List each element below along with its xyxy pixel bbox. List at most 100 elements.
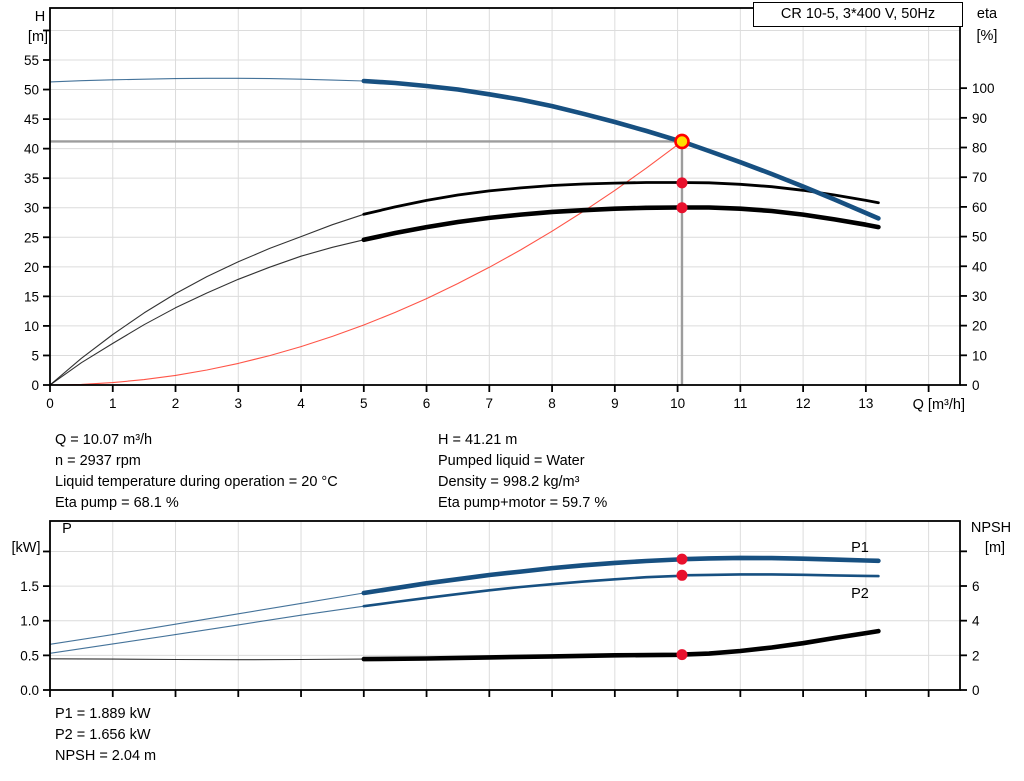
density-line: Density = 998.2 kg/m³: [438, 474, 580, 490]
y-right-tick-label: 2: [972, 648, 980, 663]
y-left-tick-label: 55: [24, 53, 39, 68]
y-right-tick-label: 0: [972, 378, 980, 393]
x-tick-label: 10: [670, 396, 685, 411]
temperature-line: Liquid temperature during operation = 20…: [55, 474, 338, 490]
right-axis-title: NPSH: [971, 520, 1011, 536]
eta-pump-motor-curve: [361, 205, 881, 243]
flow-line: Q = 10.07 m³/h: [55, 432, 153, 448]
x-tick-label: 12: [796, 396, 811, 411]
y-left-tick-label: 1.5: [20, 579, 39, 594]
power-npsh-chart-plot: 0.0 0.5 1.0 1.5 0 2 4 6: [20, 520, 980, 698]
system-curve-thin: [49, 141, 683, 386]
npsh-line: NPSH = 2.04 m: [55, 748, 157, 764]
y-left-tick-label: 40: [24, 142, 39, 157]
x-tick-label: 3: [235, 396, 243, 411]
y-left-tick-label: 15: [24, 289, 39, 304]
y-right-tick-label: 50: [972, 230, 987, 245]
hq-eta-chart-plot: 0 1 2 3 4 5 6 7 8 9 10 11 12 130510152025303540455055…: [24, 7, 995, 411]
eta-pump-curve-thin: [49, 213, 364, 386]
y-left-tick-label: 0.5: [20, 648, 39, 663]
npsh-curve: [361, 628, 881, 662]
duty-info-right: H = 41.21 m Pumped liquid = Water Densit…: [438, 430, 607, 514]
gridlines: [50, 521, 960, 690]
operating-dot: [676, 177, 688, 189]
p2-curve: [362, 573, 880, 608]
y-right-tick-label: 60: [972, 200, 987, 215]
x-tick-label: 2: [172, 396, 180, 411]
p2-curve-thin: [49, 605, 364, 654]
y-left-tick-label: 5: [31, 348, 39, 363]
y-left-tick-label: 10: [24, 319, 39, 334]
y-left-tick-label: 0.0: [20, 683, 39, 698]
speed-line: n = 2937 rpm: [55, 453, 141, 469]
x-axis-title: Q [m³/h]: [913, 397, 965, 413]
y-left-tick-label: 25: [24, 230, 39, 245]
operating-dot: [676, 202, 688, 214]
operating-dot: [676, 569, 688, 581]
left-axis-unit: [m]: [28, 29, 48, 45]
y-right-tick-label: 80: [972, 141, 987, 156]
power-info: P1 = 1.889 kW P2 = 1.656 kW NPSH = 2.04 …: [55, 704, 156, 767]
eta-total-line: Eta pump+motor = 59.7 %: [438, 495, 608, 511]
x-tick-label: 1: [109, 396, 117, 411]
p1-curve-label: P1: [851, 540, 869, 556]
y-right-tick-label: 90: [972, 111, 987, 126]
x-tick-label: 4: [297, 396, 305, 411]
right-axis-unit: [m]: [985, 540, 1005, 556]
y-left-tick-label: 0: [31, 378, 39, 393]
p1-curve-thin: [49, 592, 364, 645]
x-tick-label: 0: [46, 396, 54, 411]
plot-frame: [49, 520, 961, 691]
p2-line: P2 = 1.656 kW: [55, 727, 151, 743]
p1-curve: [361, 555, 881, 596]
y-left-tick-label: 50: [24, 83, 39, 98]
x-tick-label: 7: [486, 396, 494, 411]
duty-info-left: Q = 10.07 m³/h n = 2937 rpm Liquid tempe…: [55, 430, 338, 514]
duty-point-marker: [674, 133, 690, 150]
p1-line: P1 = 1.889 kW: [55, 706, 151, 722]
right-axis-unit: [%]: [977, 28, 998, 44]
y-right-tick-label: 40: [972, 259, 987, 274]
gridlines: [50, 8, 960, 385]
y-left-tick-label: 20: [24, 260, 39, 275]
y-right-tick-label: 20: [972, 319, 987, 334]
pump-title-badge: CR 10-5, 3*400 V, 50Hz: [753, 2, 963, 27]
operating-dot: [676, 553, 688, 565]
y-right-tick-label: 10: [972, 348, 987, 363]
y-right-tick-label: 6: [972, 579, 980, 594]
y-left-tick-label: 30: [24, 201, 39, 216]
head-line: H = 41.21 m: [438, 432, 518, 448]
tick-labels: 0.0 0.5 1.0 1.5 0 2 4 6: [20, 579, 980, 698]
pump-curve-h-thin: [49, 77, 364, 83]
y-left-tick-label: 45: [24, 112, 39, 127]
left-axis-title: H: [35, 9, 45, 25]
left-axis-unit: [kW]: [12, 540, 41, 556]
frame-rect: [49, 7, 961, 386]
y-left-tick-label: 35: [24, 171, 39, 186]
eta-pump-line: Eta pump = 68.1 %: [55, 495, 179, 511]
x-tick-label: 8: [548, 396, 556, 411]
plot-frame: [49, 7, 961, 386]
y-right-tick-label: 70: [972, 170, 987, 185]
liquid-line: Pumped liquid = Water: [438, 453, 585, 469]
frame-rect: [49, 520, 961, 691]
npsh-curve-thin: [49, 658, 364, 661]
operating-dot: [676, 649, 688, 661]
axis-ticks: [43, 550, 967, 697]
tick-labels: 0 1 2 3 4 5 6 7 8 9 10 11 12 130510152025303540455055…: [24, 53, 995, 411]
hq-eta-chart: 0 1 2 3 4 5 6 7 8 9 10 11 12 130510152025303540455055…: [24, 6, 998, 413]
p2-curve-label: P2: [851, 586, 869, 602]
y-right-tick-label: 30: [972, 289, 987, 304]
right-axis-title: eta: [977, 6, 998, 22]
x-tick-label: 13: [858, 396, 873, 411]
eta-pump-motor-curve-thin: [49, 239, 364, 386]
left-axis-title: P: [62, 521, 72, 537]
pump-curve-h: [361, 78, 881, 221]
x-tick-label: 9: [611, 396, 619, 411]
y-left-tick-label: 1.0: [20, 614, 39, 629]
y-right-tick-label: 0: [972, 683, 980, 698]
x-tick-label: 11: [733, 396, 747, 411]
axis-ticks: [43, 29, 967, 392]
y-right-tick-label: 100: [972, 81, 995, 96]
